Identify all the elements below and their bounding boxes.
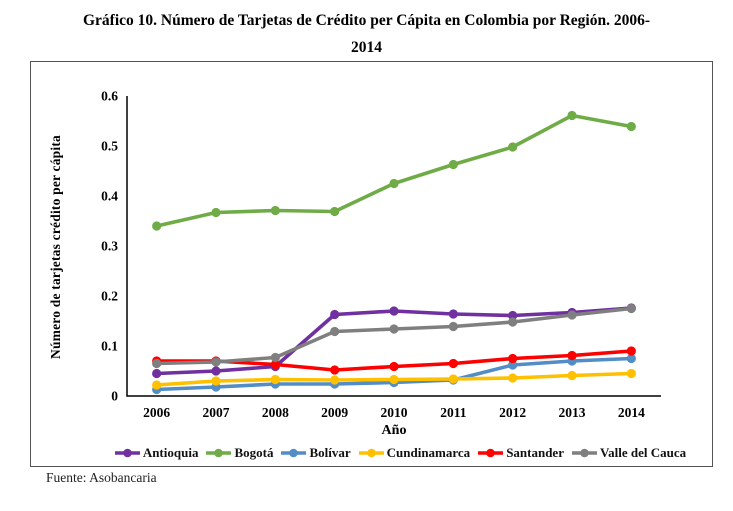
legend-marker-icon — [478, 448, 504, 458]
data-point-bogot- — [508, 142, 518, 152]
data-point-valle-del-cauca — [567, 310, 577, 320]
data-point-bol-var — [626, 353, 636, 364]
data-point-valle-del-cauca — [211, 357, 221, 367]
x-tick-label: 2006 — [143, 405, 170, 420]
data-point-bogot- — [270, 205, 280, 216]
data-point-valle-del-cauca — [389, 324, 399, 334]
source-note: Fuente: Asobancaria — [46, 470, 157, 485]
data-point-santander — [330, 365, 340, 375]
legend-label: Bogotá — [234, 445, 274, 460]
legend-item-santander: Santander — [477, 445, 564, 461]
axis-lines — [126, 96, 661, 397]
legend-marker-icon — [571, 448, 597, 458]
data-point-valle-del-cauca — [152, 358, 162, 369]
data-point-antioquia — [330, 309, 340, 320]
data-point-cundinamarca — [389, 374, 399, 385]
y-tick-label: 0.6 — [101, 89, 118, 104]
data-point-santander — [567, 350, 577, 361]
data-point-antioquia — [389, 306, 399, 316]
legend-label: Santander — [506, 445, 564, 460]
legend-item-bol-var: Bolívar — [280, 445, 351, 461]
chart-title-line1: Gráfico 10. Número de Tarjetas de Crédit… — [82, 12, 650, 29]
data-point-cundinamarca — [626, 368, 636, 379]
data-point-santander — [448, 358, 458, 369]
x-tick-label: 2009 — [321, 405, 348, 420]
chart-title-line2: 2014 — [351, 39, 382, 56]
legend-label: Antioquia — [142, 445, 199, 460]
data-point-bogot- — [448, 159, 458, 170]
data-point-cundinamarca — [270, 374, 280, 385]
data-point-valle-del-cauca — [626, 303, 636, 314]
legend-item-antioquia: Antioquia — [114, 445, 199, 461]
data-point-santander — [508, 353, 518, 364]
data-point-valle-del-cauca — [448, 321, 458, 332]
data-point-bogot- — [330, 206, 340, 217]
legend-item-bogot-: Bogotá — [205, 445, 273, 461]
legend-marker-icon — [114, 448, 140, 458]
x-tick-label: 2012 — [499, 405, 526, 420]
data-point-cundinamarca — [567, 370, 577, 381]
x-tick-label: 2013 — [559, 405, 586, 420]
data-point-santander — [389, 361, 399, 372]
data-point-bogot- — [567, 110, 577, 121]
legend: Antioquia Bogotá Bolívar Cundinamarca Santan… — [88, 445, 712, 461]
legend-marker-icon — [281, 448, 307, 458]
data-point-cundinamarca — [448, 374, 458, 384]
x-tick-label: 2008 — [262, 405, 289, 420]
legend-item-cundinamarca: Cundinamarca — [358, 445, 471, 461]
legend-item-valle-del-cauca: Valle del Cauca — [571, 445, 686, 461]
data-point-cundinamarca — [152, 380, 162, 390]
data-point-santander — [270, 359, 280, 370]
legend-label: Cundinamarca — [386, 445, 471, 460]
x-axis-title: Año — [381, 423, 407, 438]
data-point-cundinamarca — [330, 375, 340, 385]
data-point-bogot- — [626, 121, 636, 132]
data-point-bol-var — [508, 360, 518, 370]
data-point-antioquia — [211, 366, 221, 376]
y-tick-label: 0.3 — [101, 239, 118, 254]
data-point-antioquia — [508, 310, 518, 321]
data-point-valle-del-cauca — [508, 317, 518, 327]
legend-marker-icon — [206, 448, 232, 458]
x-tick-label: 2010 — [381, 405, 408, 420]
data-point-valle-del-cauca — [270, 352, 280, 363]
x-tick-label: 2011 — [440, 405, 467, 420]
y-axis-title: Número de tarjetas crédito per cápita — [48, 135, 63, 359]
y-tick-label: 0.4 — [101, 189, 118, 204]
y-tick-label: 0 — [111, 389, 118, 404]
x-tick-label: 2014 — [618, 405, 645, 420]
data-point-cundinamarca — [508, 373, 518, 383]
data-point-bogot- — [211, 207, 221, 218]
legend-label: Valle del Cauca — [599, 445, 687, 460]
data-point-bogot- — [389, 178, 399, 189]
data-point-antioquia — [152, 368, 162, 379]
data-point-antioquia — [448, 309, 458, 319]
chart-title: Gráfico 10. Número de Tarjetas de Crédit… — [26, 7, 707, 61]
x-tick-label: 2007 — [203, 405, 230, 420]
data-point-santander — [626, 346, 636, 356]
y-tick-label: 0.1 — [101, 339, 118, 354]
data-point-cundinamarca — [211, 376, 221, 386]
y-tick-label: 0.5 — [101, 139, 118, 154]
legend-marker-icon — [358, 448, 384, 458]
legend-label: Bolívar — [309, 445, 351, 460]
data-point-valle-del-cauca — [330, 326, 340, 337]
data-point-bogot- — [152, 221, 162, 231]
y-tick-label: 0.2 — [101, 289, 118, 304]
series-line-bogot- — [154, 113, 634, 228]
